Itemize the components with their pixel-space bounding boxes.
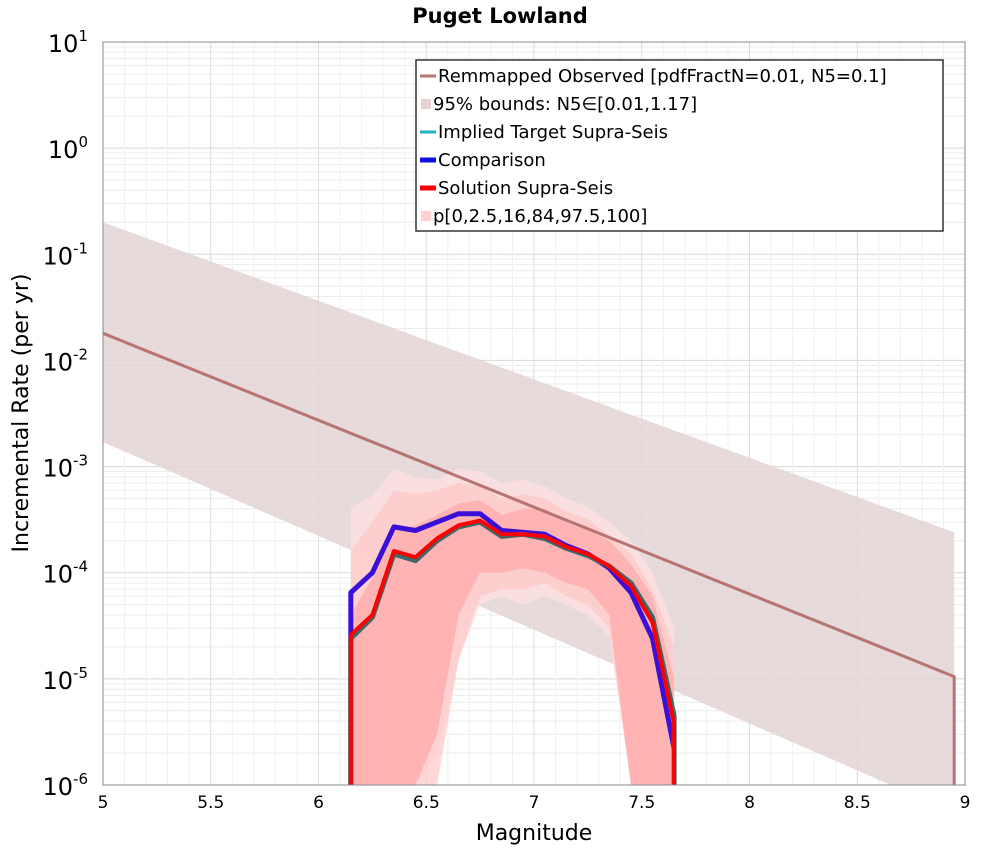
legend-label: Remmapped Observed [pdfFractN=0.01, N5=0…	[438, 66, 887, 87]
x-tick-label: 8	[744, 793, 755, 813]
y-tick-label: 10-2	[42, 345, 88, 376]
legend-label: 95% bounds: N5∈[0.01,1.17]	[433, 94, 697, 115]
x-tick-label: 8.5	[844, 793, 871, 813]
series-lines	[103, 331, 956, 785]
y-axis-label: Incremental Rate (per yr)	[9, 274, 34, 553]
x-tick-labels: 5 5.5 6 6.5 7 7.5 8 8.5 9	[98, 793, 971, 813]
legend-item: 95% bounds: N5∈[0.01,1.17]	[421, 94, 697, 115]
x-tick-label: 7	[529, 793, 540, 813]
legend-label: p[0,2.5,16,84,97.5,100]	[433, 206, 647, 227]
x-tick-label: 5.5	[197, 793, 224, 813]
y-tick-label: 10-6	[42, 770, 88, 801]
legend-swatch-patch	[421, 211, 431, 221]
plot-frame	[102, 41, 966, 786]
legend-item: Solution Supra-Seis	[420, 178, 613, 199]
legend-box	[415, 59, 944, 232]
x-tick-label: 6.5	[413, 793, 440, 813]
x-tick-label: 6	[313, 793, 324, 813]
observed-line	[103, 331, 956, 785]
y-tick-label: 10-3	[42, 452, 88, 483]
legend-item: p[0,2.5,16,84,97.5,100]	[421, 206, 647, 227]
y-tick-label: 100	[48, 133, 88, 164]
x-tick-label: 7.5	[628, 793, 655, 813]
y-tick-labels: 101 100 10-1 10-2 10-3 10-4 10-5 10-6	[42, 27, 88, 801]
legend-item: Remmapped Observed [pdfFractN=0.01, N5=0…	[420, 66, 887, 87]
legend-label: Implied Target Supra-Seis	[438, 122, 668, 143]
y-tick-label: 101	[48, 27, 88, 58]
x-tick-label: 5	[98, 793, 109, 813]
x-axis-label: Magnitude	[476, 821, 593, 846]
legend-label: Solution Supra-Seis	[438, 178, 613, 199]
legend: Remmapped Observed [pdfFractN=0.01, N5=0…	[415, 59, 944, 232]
comparison-line	[348, 511, 677, 785]
legend-item: Implied Target Supra-Seis	[420, 122, 668, 143]
y-tick-label: 10-4	[42, 558, 88, 589]
y-tick-label: 10-5	[42, 664, 88, 695]
chart-title: Puget Lowland	[412, 4, 588, 28]
legend-label: Comparison	[438, 150, 546, 171]
solution-line	[348, 518, 677, 785]
legend-item: Comparison	[420, 150, 546, 171]
percentile-band-2	[350, 500, 675, 785]
y-tick-label: 10-1	[42, 239, 88, 270]
x-tick-label: 9	[960, 793, 971, 813]
legend-swatch-patch	[421, 99, 431, 109]
